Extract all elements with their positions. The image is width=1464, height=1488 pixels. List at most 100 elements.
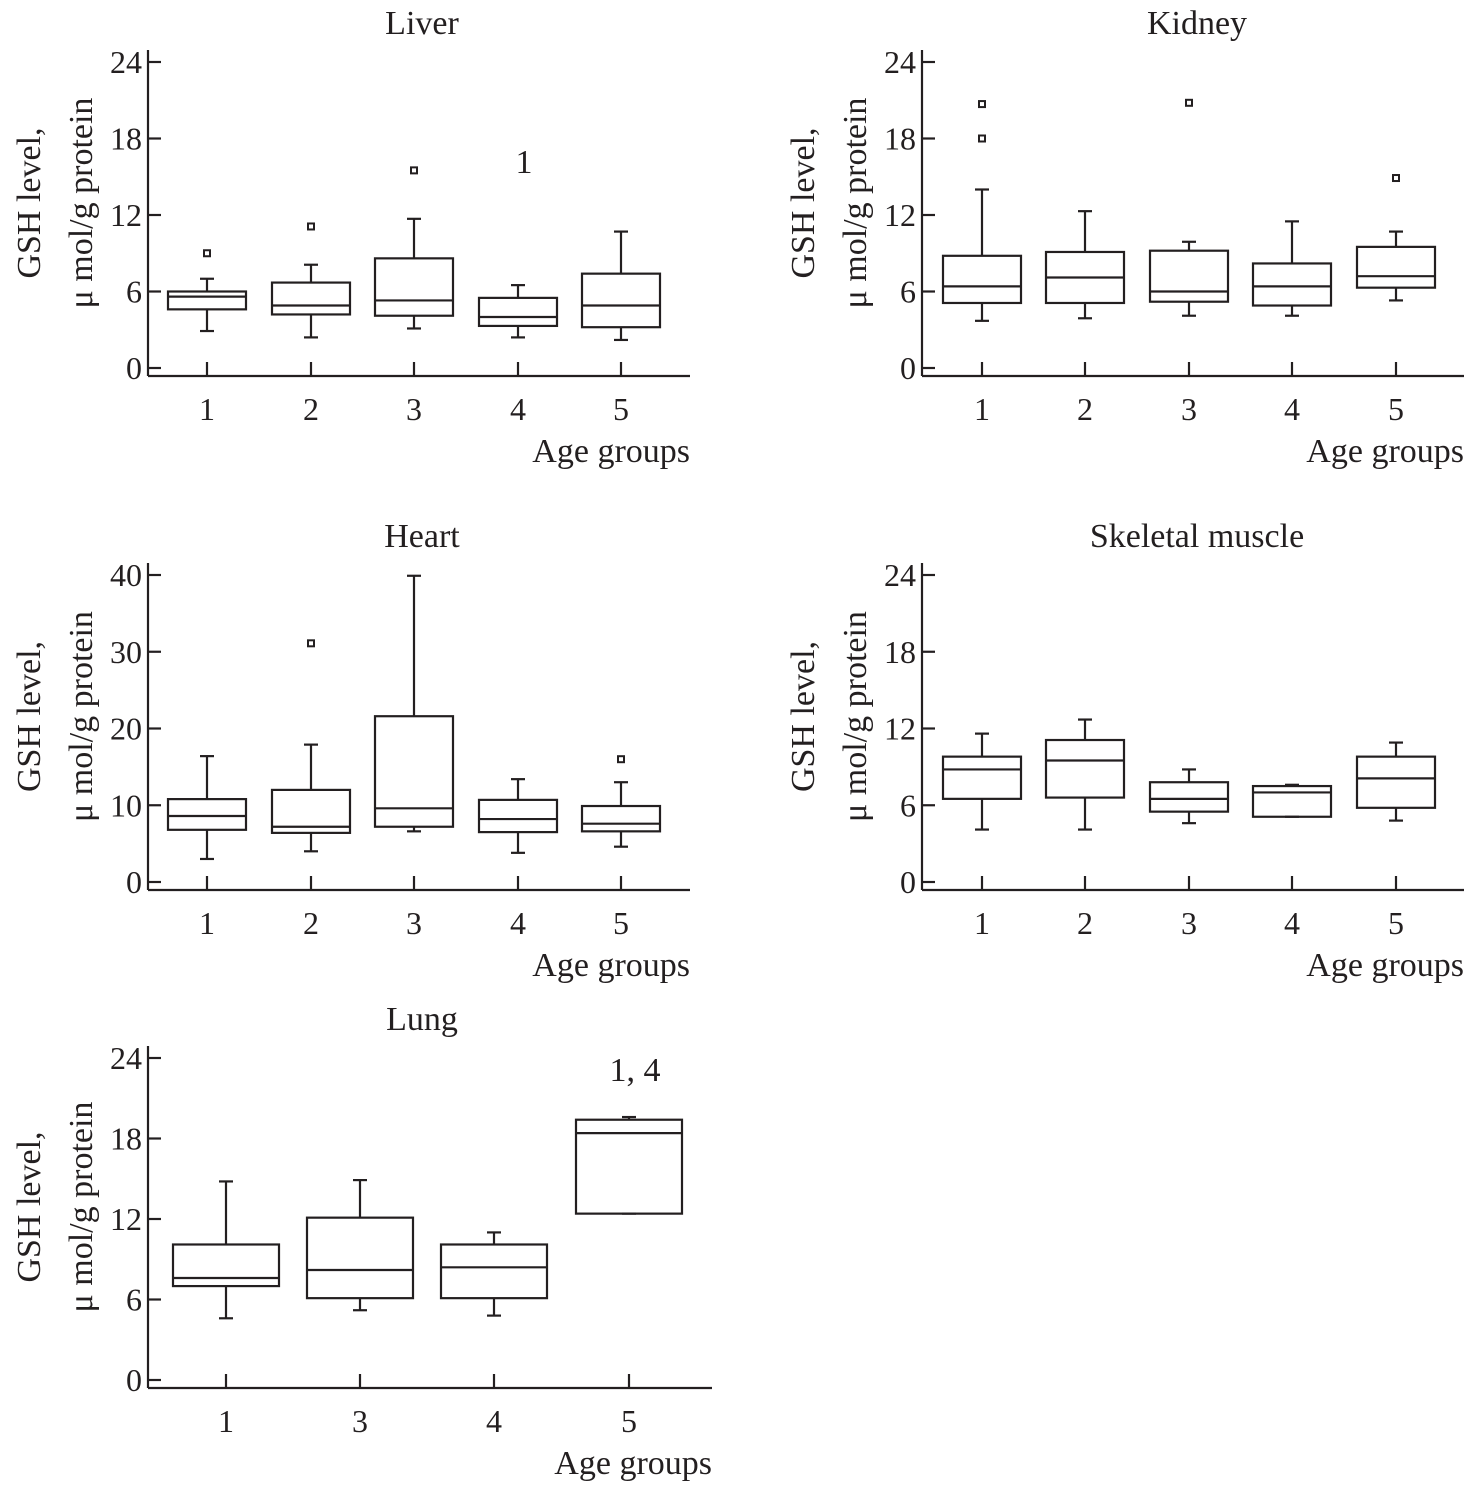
y-tick-label: 10 <box>110 787 142 823</box>
box-group-3 <box>373 166 455 330</box>
y-axis-label: GSH level, <box>11 127 48 278</box>
x-tick-label: 1 <box>974 905 990 941</box>
box-group-5: 1, 4 <box>574 1052 684 1215</box>
box-group-1 <box>941 732 1023 831</box>
y-tick-label: 18 <box>110 121 142 157</box>
panel-heart: Heart 0 10 20 30 40 GSH level, μ mol/g protein 1… <box>11 518 690 984</box>
box-group-2 <box>1044 718 1126 831</box>
x-axis-label: Age groups <box>532 947 690 984</box>
box-group-4 <box>439 1231 549 1317</box>
box <box>477 798 559 834</box>
x-tick-label: 1 <box>199 905 215 941</box>
x-tick-label: 2 <box>303 905 319 941</box>
outlier-point <box>410 166 418 175</box>
x-tick-label: 3 <box>406 391 422 427</box>
y-tick-label: 18 <box>884 121 916 157</box>
x-tick-label: 4 <box>1284 905 1300 941</box>
x-axis-label: Age groups <box>532 433 690 470</box>
box-group-4 <box>1251 220 1333 317</box>
x-tick-label: 1 <box>218 1403 234 1439</box>
y-tick-label: 24 <box>110 1040 142 1076</box>
y-axis-label: GSH level, <box>785 641 822 792</box>
y-tick-label: 6 <box>126 1282 142 1318</box>
box <box>1355 755 1437 809</box>
box <box>477 296 559 328</box>
panel-title: Lung <box>386 1001 458 1038</box>
y-axis-label: μ mol/g protein <box>63 1102 100 1313</box>
box-group-4: 1 <box>477 144 559 339</box>
box <box>580 272 662 329</box>
y-tick-label: 12 <box>110 197 142 233</box>
box-group-5 <box>1355 741 1437 822</box>
panel-title: Kidney <box>1147 5 1247 42</box>
y-tick-label: 12 <box>884 197 916 233</box>
box-group-2 <box>270 639 352 853</box>
box <box>1251 784 1333 818</box>
x-axis-label: Age groups <box>554 1445 712 1482</box>
box <box>270 788 352 834</box>
outlier-point <box>203 249 211 258</box>
box <box>1148 781 1230 813</box>
x-tick-label: 5 <box>1388 905 1404 941</box>
box-group-2 <box>1044 210 1126 320</box>
y-tick-label: 6 <box>126 274 142 310</box>
outlier-point <box>978 134 986 143</box>
y-axis-label: μ mol/g protein <box>63 611 100 822</box>
box-group-1 <box>166 249 248 333</box>
box-group-4 <box>477 778 559 854</box>
x-tick-label: 2 <box>1077 391 1093 427</box>
y-tick-label: 0 <box>126 864 142 900</box>
panel-lung: Lung 0 6 12 18 24 GSH level, μ mol/g protein 1 3 4… <box>11 1001 712 1482</box>
outlier-point <box>307 222 315 231</box>
outlier-point <box>1392 174 1400 183</box>
x-tick-label: 4 <box>486 1403 502 1439</box>
x-tick-label: 5 <box>613 391 629 427</box>
box <box>574 1118 684 1215</box>
x-tick-label: 5 <box>613 905 629 941</box>
box-group-3 <box>373 574 455 833</box>
box <box>1148 249 1230 303</box>
y-tick-label: 20 <box>110 711 142 747</box>
x-tick-label: 1 <box>974 391 990 427</box>
x-tick-label: 2 <box>303 391 319 427</box>
box <box>373 715 455 828</box>
x-tick-label: 3 <box>406 905 422 941</box>
x-axis-label: Age groups <box>1306 433 1464 470</box>
x-tick-label: 3 <box>352 1403 368 1439</box>
y-tick-label: 18 <box>884 634 916 670</box>
outlier-point <box>978 100 986 109</box>
box <box>1355 245 1437 289</box>
y-tick-label: 0 <box>126 350 142 386</box>
y-tick-label: 30 <box>110 634 142 670</box>
y-tick-label: 12 <box>110 1201 142 1237</box>
x-tick-label: 1 <box>199 391 215 427</box>
box-group-1 <box>171 1180 281 1320</box>
y-tick-label: 24 <box>884 44 916 80</box>
box <box>941 254 1023 305</box>
y-tick-label: 6 <box>900 274 916 310</box>
y-axis-label: μ mol/g protein <box>837 611 874 822</box>
box-group-3 <box>1148 768 1230 825</box>
box-group-3 <box>1148 98 1230 317</box>
box <box>166 290 248 311</box>
y-tick-label: 6 <box>900 787 916 823</box>
significance-annotation: 1 <box>516 144 533 181</box>
y-tick-label: 0 <box>900 350 916 386</box>
box-group-5 <box>580 230 662 342</box>
panel-title: Liver <box>385 5 459 42</box>
x-tick-label: 5 <box>621 1403 637 1439</box>
y-tick-label: 0 <box>900 864 916 900</box>
outlier-point <box>1185 98 1193 107</box>
x-tick-label: 4 <box>1284 391 1300 427</box>
box-group-1 <box>941 100 1023 322</box>
y-tick-label: 24 <box>110 44 142 80</box>
y-tick-label: 12 <box>884 711 916 747</box>
x-tick-label: 4 <box>510 905 526 941</box>
box-group-1 <box>166 755 248 861</box>
y-axis-label: GSH level, <box>11 641 48 792</box>
panel-title: Heart <box>384 518 460 555</box>
